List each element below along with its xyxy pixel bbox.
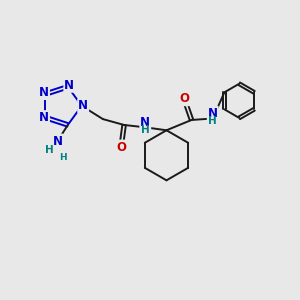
Text: N: N bbox=[52, 135, 62, 148]
Text: H: H bbox=[59, 153, 67, 162]
Text: N: N bbox=[39, 86, 49, 99]
Text: O: O bbox=[116, 141, 126, 154]
Text: H: H bbox=[208, 116, 217, 126]
Text: N: N bbox=[64, 79, 74, 92]
Text: N: N bbox=[140, 116, 150, 128]
Text: N: N bbox=[39, 111, 49, 124]
Text: N: N bbox=[78, 99, 88, 112]
Text: N: N bbox=[208, 107, 218, 120]
Text: H: H bbox=[45, 146, 54, 155]
Text: H: H bbox=[141, 125, 150, 135]
Text: O: O bbox=[179, 92, 189, 105]
